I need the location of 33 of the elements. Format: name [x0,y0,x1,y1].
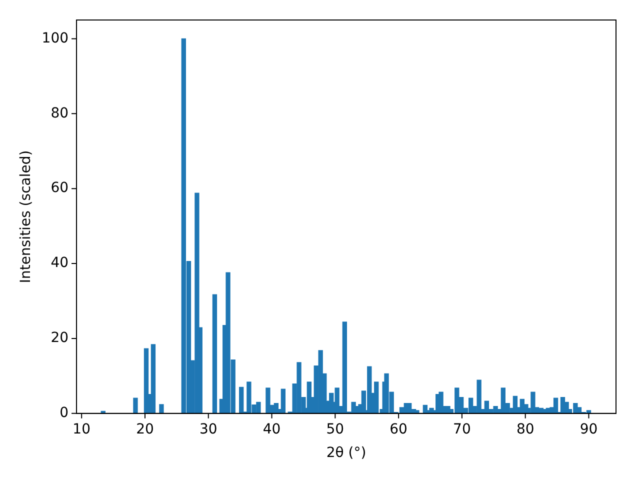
y-tick-label: 60 [50,180,69,196]
bar [476,380,482,414]
bar [280,388,286,414]
bar [484,400,490,414]
bar [438,392,444,414]
y-tick-label: 40 [50,255,69,272]
y-tick-label: 100 [42,30,69,46]
y-tick-label: 20 [50,330,69,346]
x-tick-label: 10 [72,421,91,438]
x-tick-label: 90 [580,421,598,438]
bar [266,388,270,414]
x-tick-label: 80 [516,421,534,438]
bar [212,294,218,414]
y-tick-label: 80 [50,105,69,122]
x-tick-label: 30 [199,421,218,438]
bar [576,407,582,414]
bar [239,386,244,414]
x-tick-label: 70 [453,421,471,438]
x-tick-label: 60 [390,421,408,438]
y-axis-title: Intensities (scaled) [18,150,34,284]
bar [150,344,156,414]
y-tick-label: 0 [60,405,69,422]
x-tick-label: 20 [136,421,154,438]
bar [133,398,138,414]
bar [553,398,558,414]
bar [414,410,420,414]
x-tick-label: 40 [262,421,281,438]
bar [374,382,379,414]
x-axis-title: 2θ (°) [326,445,366,462]
x-tick-label: 50 [326,421,344,438]
bar [159,404,164,414]
bar [342,322,348,414]
bar [407,402,412,414]
